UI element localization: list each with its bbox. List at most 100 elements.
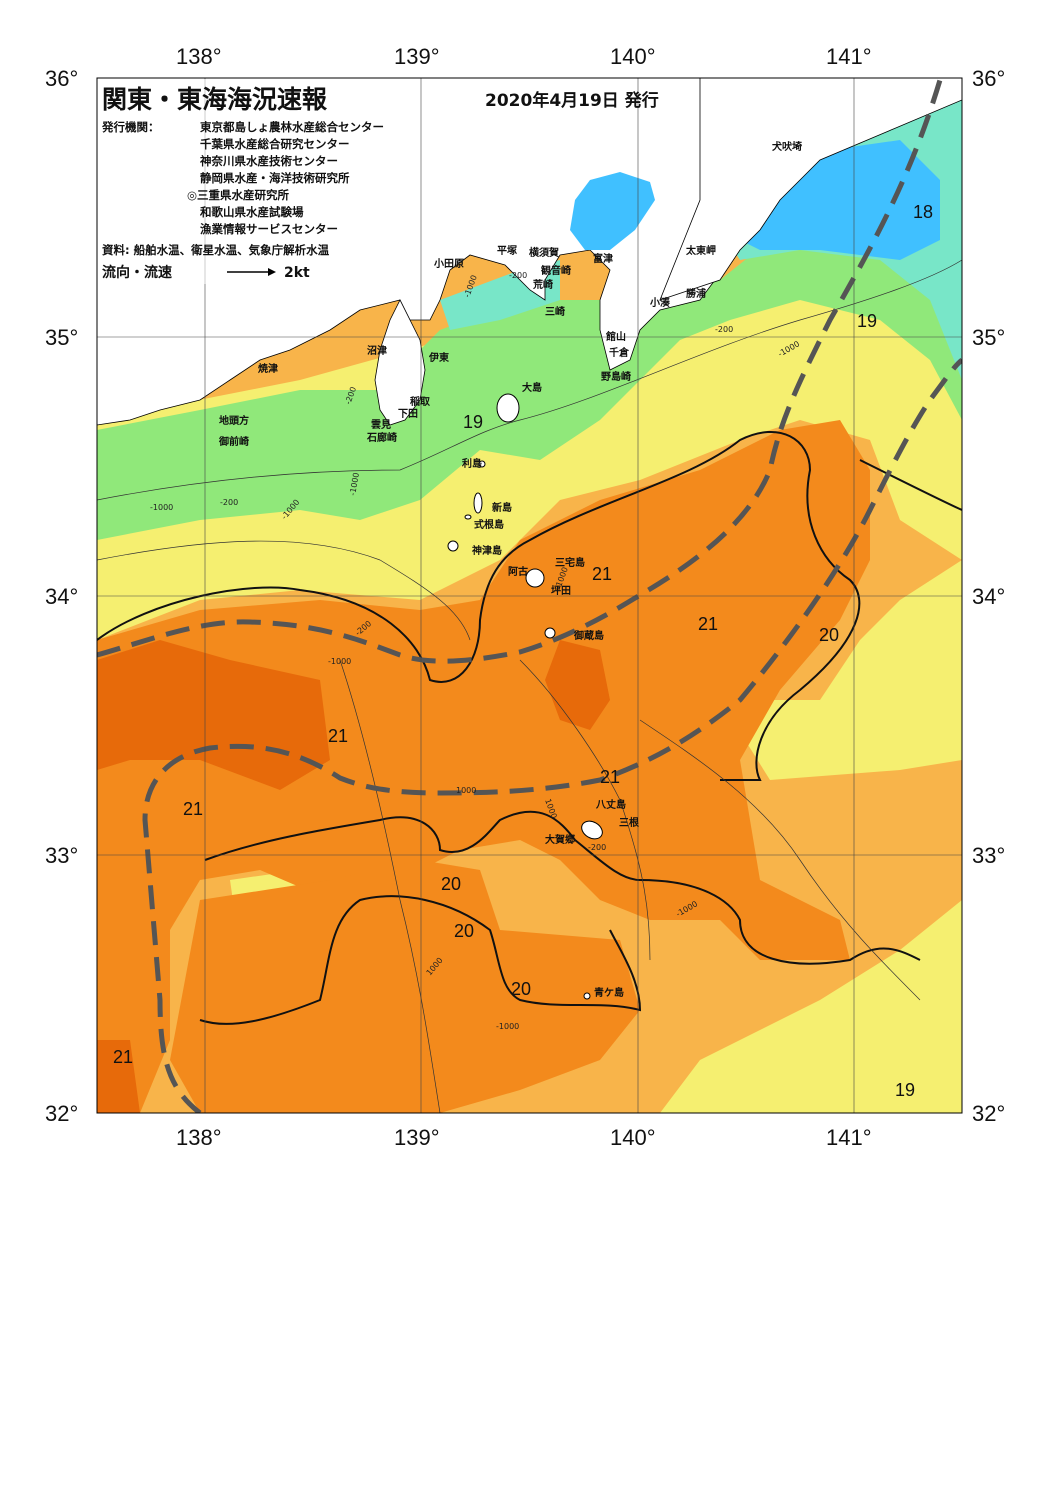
lon-bottom-141: 141° xyxy=(826,1125,872,1150)
island-toshima xyxy=(478,460,486,468)
place-aogashima: 青ケ島 xyxy=(594,986,624,999)
issuer-6: 和歌山県水産試験場 xyxy=(200,205,304,219)
temp-label: 18 xyxy=(913,202,933,222)
island-niijima xyxy=(473,492,483,514)
depth-label: -200 xyxy=(220,498,238,507)
issuer-5: ◎三重県水産研究所 xyxy=(187,188,290,202)
place-okago: 大賀郷 xyxy=(545,833,575,846)
issuer-7: 漁業情報サービスセンター xyxy=(200,222,338,236)
place-futtsu: 富津 xyxy=(593,252,613,265)
lat-left-36: 36° xyxy=(45,66,78,91)
place-kominato: 小湊 xyxy=(649,296,671,309)
place-shikinejima: 式根島 xyxy=(474,518,504,531)
temp-zone-19-east xyxy=(745,560,962,780)
issuer-2: 千葉県水産総合研究センター xyxy=(200,137,350,151)
lat-left-33: 33° xyxy=(45,843,78,868)
place-ako: 阿古 xyxy=(508,565,528,578)
lon-top-140: 140° xyxy=(610,44,656,69)
temp-label: 20 xyxy=(511,979,531,999)
island-kozushima xyxy=(447,540,459,552)
temp-label: 21 xyxy=(113,1047,133,1067)
island-mikurajima xyxy=(544,627,556,639)
temp-zone-19-southeast xyxy=(660,900,962,1113)
temp-label: 21 xyxy=(698,614,718,634)
data-sources: 資料: 船舶水温、衛星水温、気象庁解析水温 xyxy=(102,243,330,257)
place-hiratsuka: 平塚 xyxy=(497,244,517,257)
place-inatori: 稲取 xyxy=(410,395,431,408)
place-chikura: 千倉 xyxy=(609,346,630,359)
place-jitogata: 地頭方 xyxy=(219,414,249,427)
lat-right-36: 36° xyxy=(972,66,1005,91)
island-miyakejima xyxy=(525,568,545,588)
place-inubosaki: 犬吠埼 xyxy=(772,140,802,153)
place-kannonzaki: 観音崎 xyxy=(541,264,571,277)
tokyo-bay xyxy=(570,172,655,250)
temp-label: 20 xyxy=(819,625,839,645)
header-backdrop xyxy=(98,79,368,284)
map-frame xyxy=(96,77,963,1114)
temp-label: 19 xyxy=(895,1080,915,1100)
temp-zone-22-sw xyxy=(97,1040,140,1113)
depth-label: -200 xyxy=(588,843,606,852)
place-arasaki: 荒崎 xyxy=(532,278,553,291)
temp-zone-22-west xyxy=(97,640,330,790)
arrowhead-icon xyxy=(268,268,276,276)
place-yaizu: 焼津 xyxy=(258,362,278,375)
place-names: 犬吠埼 太東岬 勝浦 小湊 富津 横須賀 観音崎 荒崎 三崎 平塚 小田原 館山… xyxy=(218,140,802,999)
place-numazu: 沼津 xyxy=(367,344,387,357)
place-katsuura: 勝浦 xyxy=(686,287,706,300)
place-niijima: 新島 xyxy=(492,501,512,514)
current-legend-speed: 2kt xyxy=(284,265,310,281)
issuer-label: 発行機関： xyxy=(101,120,160,134)
place-taitomisaki: 太東岬 xyxy=(685,244,716,257)
land-boso xyxy=(659,78,962,301)
lat-right-35: 35° xyxy=(972,325,1005,350)
place-nojimazaki: 野島崎 xyxy=(601,370,631,383)
lat-right-32: 32° xyxy=(972,1101,1005,1126)
depth-label: -1000 xyxy=(496,1022,519,1031)
lon-top-138: 138° xyxy=(176,44,222,69)
temp-label: 19 xyxy=(463,412,483,432)
depth-contours xyxy=(97,259,962,1113)
isotherm-lines xyxy=(97,430,962,1025)
depth-label: -1000 xyxy=(348,472,361,496)
depth-label: -200 xyxy=(509,271,527,280)
place-tsubota: 坪田 xyxy=(551,584,571,597)
depth-label: 1000 xyxy=(456,786,476,795)
map-title: 関東・東海海況速報 xyxy=(102,85,328,114)
place-kumomi: 雲見 xyxy=(371,419,391,431)
temp-label: 21 xyxy=(328,726,348,746)
temp-label: 20 xyxy=(454,921,474,941)
lon-top-139: 139° xyxy=(394,44,440,69)
place-shimoda: 下田 xyxy=(398,408,418,420)
temp-label: 21 xyxy=(183,799,203,819)
lat-left-34: 34° xyxy=(45,584,78,609)
island-aogashima xyxy=(583,992,591,1000)
lon-top-141: 141° xyxy=(826,44,872,69)
island-oshima xyxy=(496,393,520,423)
place-omaezaki: 御前崎 xyxy=(218,435,249,448)
temp-zone-21-main xyxy=(97,420,870,1113)
temp-label: 21 xyxy=(592,564,612,584)
place-odawara: 小田原 xyxy=(433,257,464,270)
place-miyakejima: 三宅島 xyxy=(555,556,585,569)
island-hachijojima xyxy=(581,820,603,840)
temp-label: 20 xyxy=(441,874,461,894)
temp-zone-18 xyxy=(97,150,962,540)
lon-bottom-140: 140° xyxy=(610,1125,656,1150)
lat-left-32: 32° xyxy=(45,1101,78,1126)
depth-label: -1000 xyxy=(150,503,173,512)
lat-right-34: 34° xyxy=(972,584,1005,609)
temperature-labels: 18 19 19 19 21 21 20 21 21 21 20 20 20 2… xyxy=(113,202,933,1100)
lat-left-35: 35° xyxy=(45,325,78,350)
place-toshima: 利島 xyxy=(462,457,482,470)
current-legend-label: 流向・流速 xyxy=(102,264,172,281)
place-oshima: 大島 xyxy=(522,381,542,394)
issue-date: 2020年4月19日 発行 xyxy=(485,90,659,111)
issuer-1: 東京都島しょ農林水産総合センター xyxy=(200,120,384,134)
depth-label: -200 xyxy=(715,325,733,334)
lat-right-33: 33° xyxy=(972,843,1005,868)
kuroshio-current-axis xyxy=(97,79,962,1113)
place-misaki: 三崎 xyxy=(545,305,565,318)
